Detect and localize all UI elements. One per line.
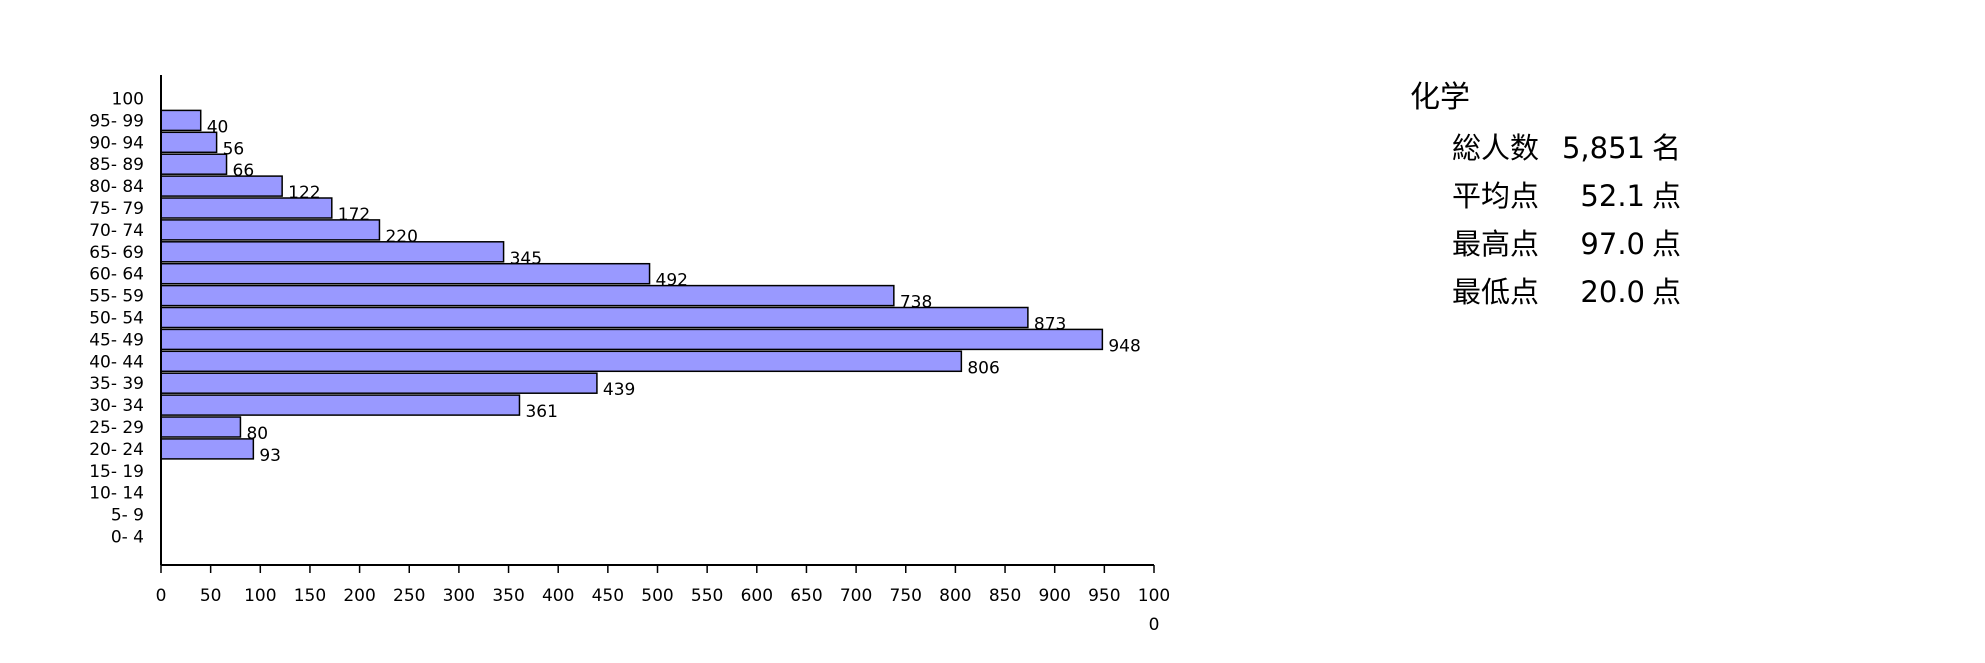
x-tick-label: 800 <box>939 586 971 606</box>
bar <box>160 306 1029 329</box>
stat-label-total: 総人数 <box>1452 131 1540 165</box>
stat-row-average: 平均点 52.1 点 <box>1410 172 1810 220</box>
x-tick-label: 100 <box>1138 586 1170 606</box>
y-category-label: 0- 4 <box>111 528 144 548</box>
stat-unit-average: 点 <box>1652 179 1682 213</box>
x-tick-label: 250 <box>393 586 425 606</box>
x-tick-label: 50 <box>200 586 222 606</box>
stat-label-max: 最高点 <box>1452 227 1540 261</box>
bar <box>160 241 505 263</box>
x-tick-label: 750 <box>890 586 922 606</box>
y-category-label: 20- 24 <box>89 440 144 460</box>
y-category-label: 5- 9 <box>111 506 144 526</box>
y-category-label: 35- 39 <box>89 374 144 394</box>
bar <box>160 153 228 175</box>
x-tick-label: 950 <box>1088 586 1120 606</box>
bar <box>160 328 1104 351</box>
bar-value-label: 345 <box>510 249 542 269</box>
bar <box>160 262 651 285</box>
bar-value-label: 439 <box>603 380 635 400</box>
x-tick-label: 150 <box>294 586 326 606</box>
y-category-label: 60- 64 <box>89 265 144 285</box>
stat-unit-total: 名 <box>1652 131 1682 165</box>
bar-value-label: 492 <box>656 271 688 291</box>
stat-label-min: 最低点 <box>1452 275 1540 309</box>
y-category-label: 90- 94 <box>89 133 144 153</box>
bar-value-label: 80 <box>246 424 268 444</box>
stat-row-total: 総人数 5,851 名 <box>1410 124 1810 172</box>
stat-label-average: 平均点 <box>1452 179 1540 213</box>
bar-value-label: 738 <box>900 293 932 313</box>
stat-value-total: 5,851 <box>1561 131 1645 165</box>
y-category-label: 15- 19 <box>89 462 144 482</box>
bar <box>160 284 895 307</box>
bar-value-label: 220 <box>385 227 417 247</box>
bar <box>160 175 283 197</box>
y-category-label: 55- 59 <box>89 287 144 307</box>
y-category-label: 50- 54 <box>89 309 144 329</box>
x-tick-label: 850 <box>989 586 1021 606</box>
stat-value-min: 20.0 <box>1580 275 1645 309</box>
x-tick-label: 0 <box>156 586 167 606</box>
bar-value-label: 40 <box>207 117 229 137</box>
bar <box>160 350 963 373</box>
bar <box>160 109 202 132</box>
x-tick-label: 500 <box>641 586 673 606</box>
y-category-label: 45- 49 <box>89 330 144 350</box>
x-tick-label: 200 <box>343 586 375 606</box>
x-tick-label: 350 <box>492 586 524 606</box>
bar-value-label: 948 <box>1108 336 1140 356</box>
bar <box>160 372 598 394</box>
bars-layer <box>160 109 1104 460</box>
x-tick-label: 700 <box>840 586 872 606</box>
x-tick-label-overflow: 0 <box>1149 615 1160 635</box>
x-tick-label: 600 <box>741 586 773 606</box>
stat-unit-min: 点 <box>1652 275 1682 309</box>
stat-value-average: 52.1 <box>1580 179 1645 213</box>
bar <box>160 416 242 438</box>
ticks-layer: 0 50 100 150 200 250 300 350 400 450 500 550 600 650 7… <box>156 565 1170 635</box>
x-tick-label: 550 <box>691 586 723 606</box>
stat-row-max: 最高点 97.0 点 <box>1410 220 1810 268</box>
x-tick-label: 650 <box>790 586 822 606</box>
bar-value-label: 122 <box>288 183 320 203</box>
y-category-label: 30- 34 <box>89 396 144 416</box>
stats-panel: 化学 総人数 5,851 名 平均点 52.1 点 最高点 97.0 点 最低点… <box>1410 78 1810 316</box>
subject-title: 化学 <box>1410 80 1470 115</box>
y-category-label: 70- 74 <box>89 221 144 241</box>
bar-value-label: 806 <box>967 358 999 378</box>
y-category-label: 25- 29 <box>89 418 144 438</box>
bar <box>160 394 521 416</box>
x-tick-label: 400 <box>542 586 574 606</box>
y-category-label: 85- 89 <box>89 155 144 175</box>
bar-value-label: 93 <box>259 446 281 466</box>
bar-value-label: 66 <box>233 161 255 181</box>
x-tick-label: 300 <box>443 586 475 606</box>
stat-value-max: 97.0 <box>1580 227 1645 261</box>
bar-value-label: 361 <box>525 402 557 422</box>
stat-unit-max: 点 <box>1652 227 1682 261</box>
x-tick-label: 450 <box>592 586 624 606</box>
stat-row-min: 最低点 20.0 点 <box>1410 268 1810 316</box>
y-category-label: 80- 84 <box>89 177 144 197</box>
x-tick-label: 900 <box>1038 586 1070 606</box>
bar-value-label: 56 <box>223 139 245 159</box>
y-category-label: 10- 14 <box>89 484 144 504</box>
y-category-label: 95- 99 <box>89 111 144 131</box>
y-category-label: 100 <box>112 90 144 110</box>
y-category-label: 75- 79 <box>89 199 144 219</box>
y-category-label: 40- 44 <box>89 352 144 372</box>
x-tick-label: 100 <box>244 586 276 606</box>
bar <box>160 438 255 460</box>
y-category-label: 65- 69 <box>89 243 144 263</box>
bar-value-label: 873 <box>1034 315 1066 335</box>
bar-value-label: 172 <box>338 205 370 225</box>
